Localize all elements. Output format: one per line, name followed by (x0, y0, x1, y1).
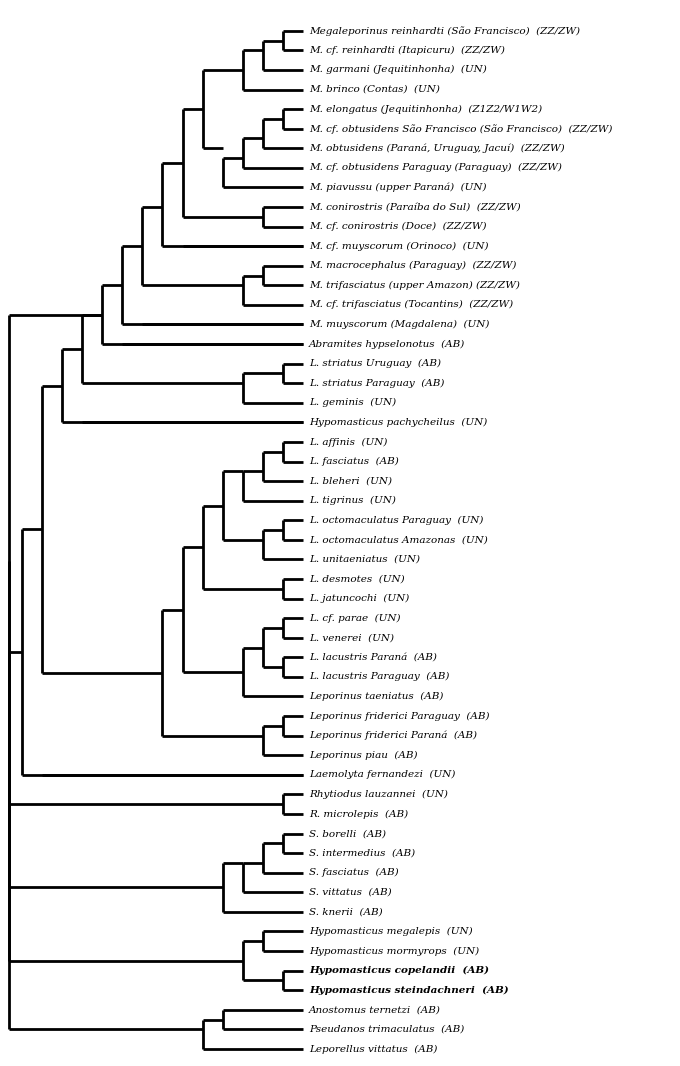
Text: M. cf. reinhardti (Itapicuru)  (ZZ/ZW): M. cf. reinhardti (Itapicuru) (ZZ/ZW) (309, 46, 505, 55)
Text: L. striatus Uruguay  (AB): L. striatus Uruguay (AB) (309, 359, 441, 368)
Text: L. tigrinus  (UN): L. tigrinus (UN) (309, 496, 396, 505)
Text: Leporellus vittatus  (AB): Leporellus vittatus (AB) (309, 1045, 438, 1053)
Text: S. intermedius  (AB): S. intermedius (AB) (309, 849, 415, 858)
Text: M. trifasciatus (upper Amazon) (ZZ/ZW): M. trifasciatus (upper Amazon) (ZZ/ZW) (309, 280, 520, 290)
Text: M. garmani (Jequitinhonha)  (UN): M. garmani (Jequitinhonha) (UN) (309, 65, 487, 75)
Text: M. cf. obtusidens São Francisco (São Francisco)  (ZZ/ZW): M. cf. obtusidens São Francisco (São Fra… (309, 124, 613, 133)
Text: Laemolyta fernandezi  (UN): Laemolyta fernandezi (UN) (309, 771, 456, 779)
Text: L. jatuncochi  (UN): L. jatuncochi (UN) (309, 594, 409, 603)
Text: L. bleheri  (UN): L. bleheri (UN) (309, 477, 392, 486)
Text: L. striatus Paraguay  (AB): L. striatus Paraguay (AB) (309, 378, 445, 388)
Text: L. unitaeniatus  (UN): L. unitaeniatus (UN) (309, 555, 420, 564)
Text: Pseudanos trimaculatus  (AB): Pseudanos trimaculatus (AB) (309, 1024, 464, 1034)
Text: M. cf. trifasciatus (Tocantins)  (ZZ/ZW): M. cf. trifasciatus (Tocantins) (ZZ/ZW) (309, 301, 513, 309)
Text: R. microlepis  (AB): R. microlepis (AB) (309, 809, 408, 819)
Text: Leporinus friderici Paraná  (AB): Leporinus friderici Paraná (AB) (309, 731, 477, 741)
Text: M. elongatus (Jequitinhonha)  (Z1Z2/W1W2): M. elongatus (Jequitinhonha) (Z1Z2/W1W2) (309, 104, 543, 114)
Text: L. fasciatus  (AB): L. fasciatus (AB) (309, 457, 399, 466)
Text: M. piavussu (upper Paraná)  (UN): M. piavussu (upper Paraná) (UN) (309, 182, 487, 192)
Text: L. cf. parae  (UN): L. cf. parae (UN) (309, 614, 401, 623)
Text: Rhytiodus lauzannei  (UN): Rhytiodus lauzannei (UN) (309, 790, 448, 798)
Text: Hypomasticus copelandii  (AB): Hypomasticus copelandii (AB) (309, 966, 489, 975)
Text: M. muyscorum (Magdalena)  (UN): M. muyscorum (Magdalena) (UN) (309, 320, 490, 329)
Text: L. octomaculatus Paraguay  (UN): L. octomaculatus Paraguay (UN) (309, 516, 483, 524)
Text: L. octomaculatus Amazonas  (UN): L. octomaculatus Amazonas (UN) (309, 535, 488, 545)
Text: Leporinus taeniatus  (AB): Leporinus taeniatus (AB) (309, 692, 443, 701)
Text: M. cf. muyscorum (Orinoco)  (UN): M. cf. muyscorum (Orinoco) (UN) (309, 242, 489, 251)
Text: L. desmotes  (UN): L. desmotes (UN) (309, 575, 405, 583)
Text: M. obtusidens (Paraná, Uruguay, Jacuí)  (ZZ/ZW): M. obtusidens (Paraná, Uruguay, Jacuí) (… (309, 144, 565, 154)
Text: Anostomus ternetzi  (AB): Anostomus ternetzi (AB) (309, 1005, 441, 1014)
Text: L. affinis  (UN): L. affinis (UN) (309, 437, 388, 447)
Text: S. vittatus  (AB): S. vittatus (AB) (309, 888, 392, 897)
Text: L. venerei  (UN): L. venerei (UN) (309, 633, 394, 642)
Text: S. fasciatus  (AB): S. fasciatus (AB) (309, 868, 399, 877)
Text: Megaleporinus reinhardti (São Francisco)  (ZZ/ZW): Megaleporinus reinhardti (São Francisco)… (309, 26, 580, 35)
Text: Hypomasticus pachycheilus  (UN): Hypomasticus pachycheilus (UN) (309, 418, 488, 426)
Text: Leporinus piau  (AB): Leporinus piau (AB) (309, 750, 418, 760)
Text: L. lacustris Paraguay  (AB): L. lacustris Paraguay (AB) (309, 673, 449, 681)
Text: M. brinco (Contas)  (UN): M. brinco (Contas) (UN) (309, 85, 440, 94)
Text: M. macrocephalus (Paraguay)  (ZZ/ZW): M. macrocephalus (Paraguay) (ZZ/ZW) (309, 261, 517, 271)
Text: Hypomasticus mormyrops  (UN): Hypomasticus mormyrops (UN) (309, 947, 479, 955)
Text: Abramites hypselonotus  (AB): Abramites hypselonotus (AB) (309, 339, 465, 349)
Text: L. lacustris Paraná  (AB): L. lacustris Paraná (AB) (309, 652, 437, 662)
Text: M. conirostris (Paraíba do Sul)  (ZZ/ZW): M. conirostris (Paraíba do Sul) (ZZ/ZW) (309, 203, 521, 211)
Text: Leporinus friderici Paraguay  (AB): Leporinus friderici Paraguay (AB) (309, 711, 490, 721)
Text: Hypomasticus steindachneri  (AB): Hypomasticus steindachneri (AB) (309, 986, 509, 995)
Text: M. cf. obtusidens Paraguay (Paraguay)  (ZZ/ZW): M. cf. obtusidens Paraguay (Paraguay) (Z… (309, 163, 562, 173)
Text: L. geminis  (UN): L. geminis (UN) (309, 399, 396, 407)
Text: Hypomasticus megalepis  (UN): Hypomasticus megalepis (UN) (309, 927, 473, 936)
Text: M. cf. conirostris (Doce)  (ZZ/ZW): M. cf. conirostris (Doce) (ZZ/ZW) (309, 222, 487, 231)
Text: S. borelli  (AB): S. borelli (AB) (309, 829, 386, 838)
Text: S. knerii  (AB): S. knerii (AB) (309, 907, 383, 917)
